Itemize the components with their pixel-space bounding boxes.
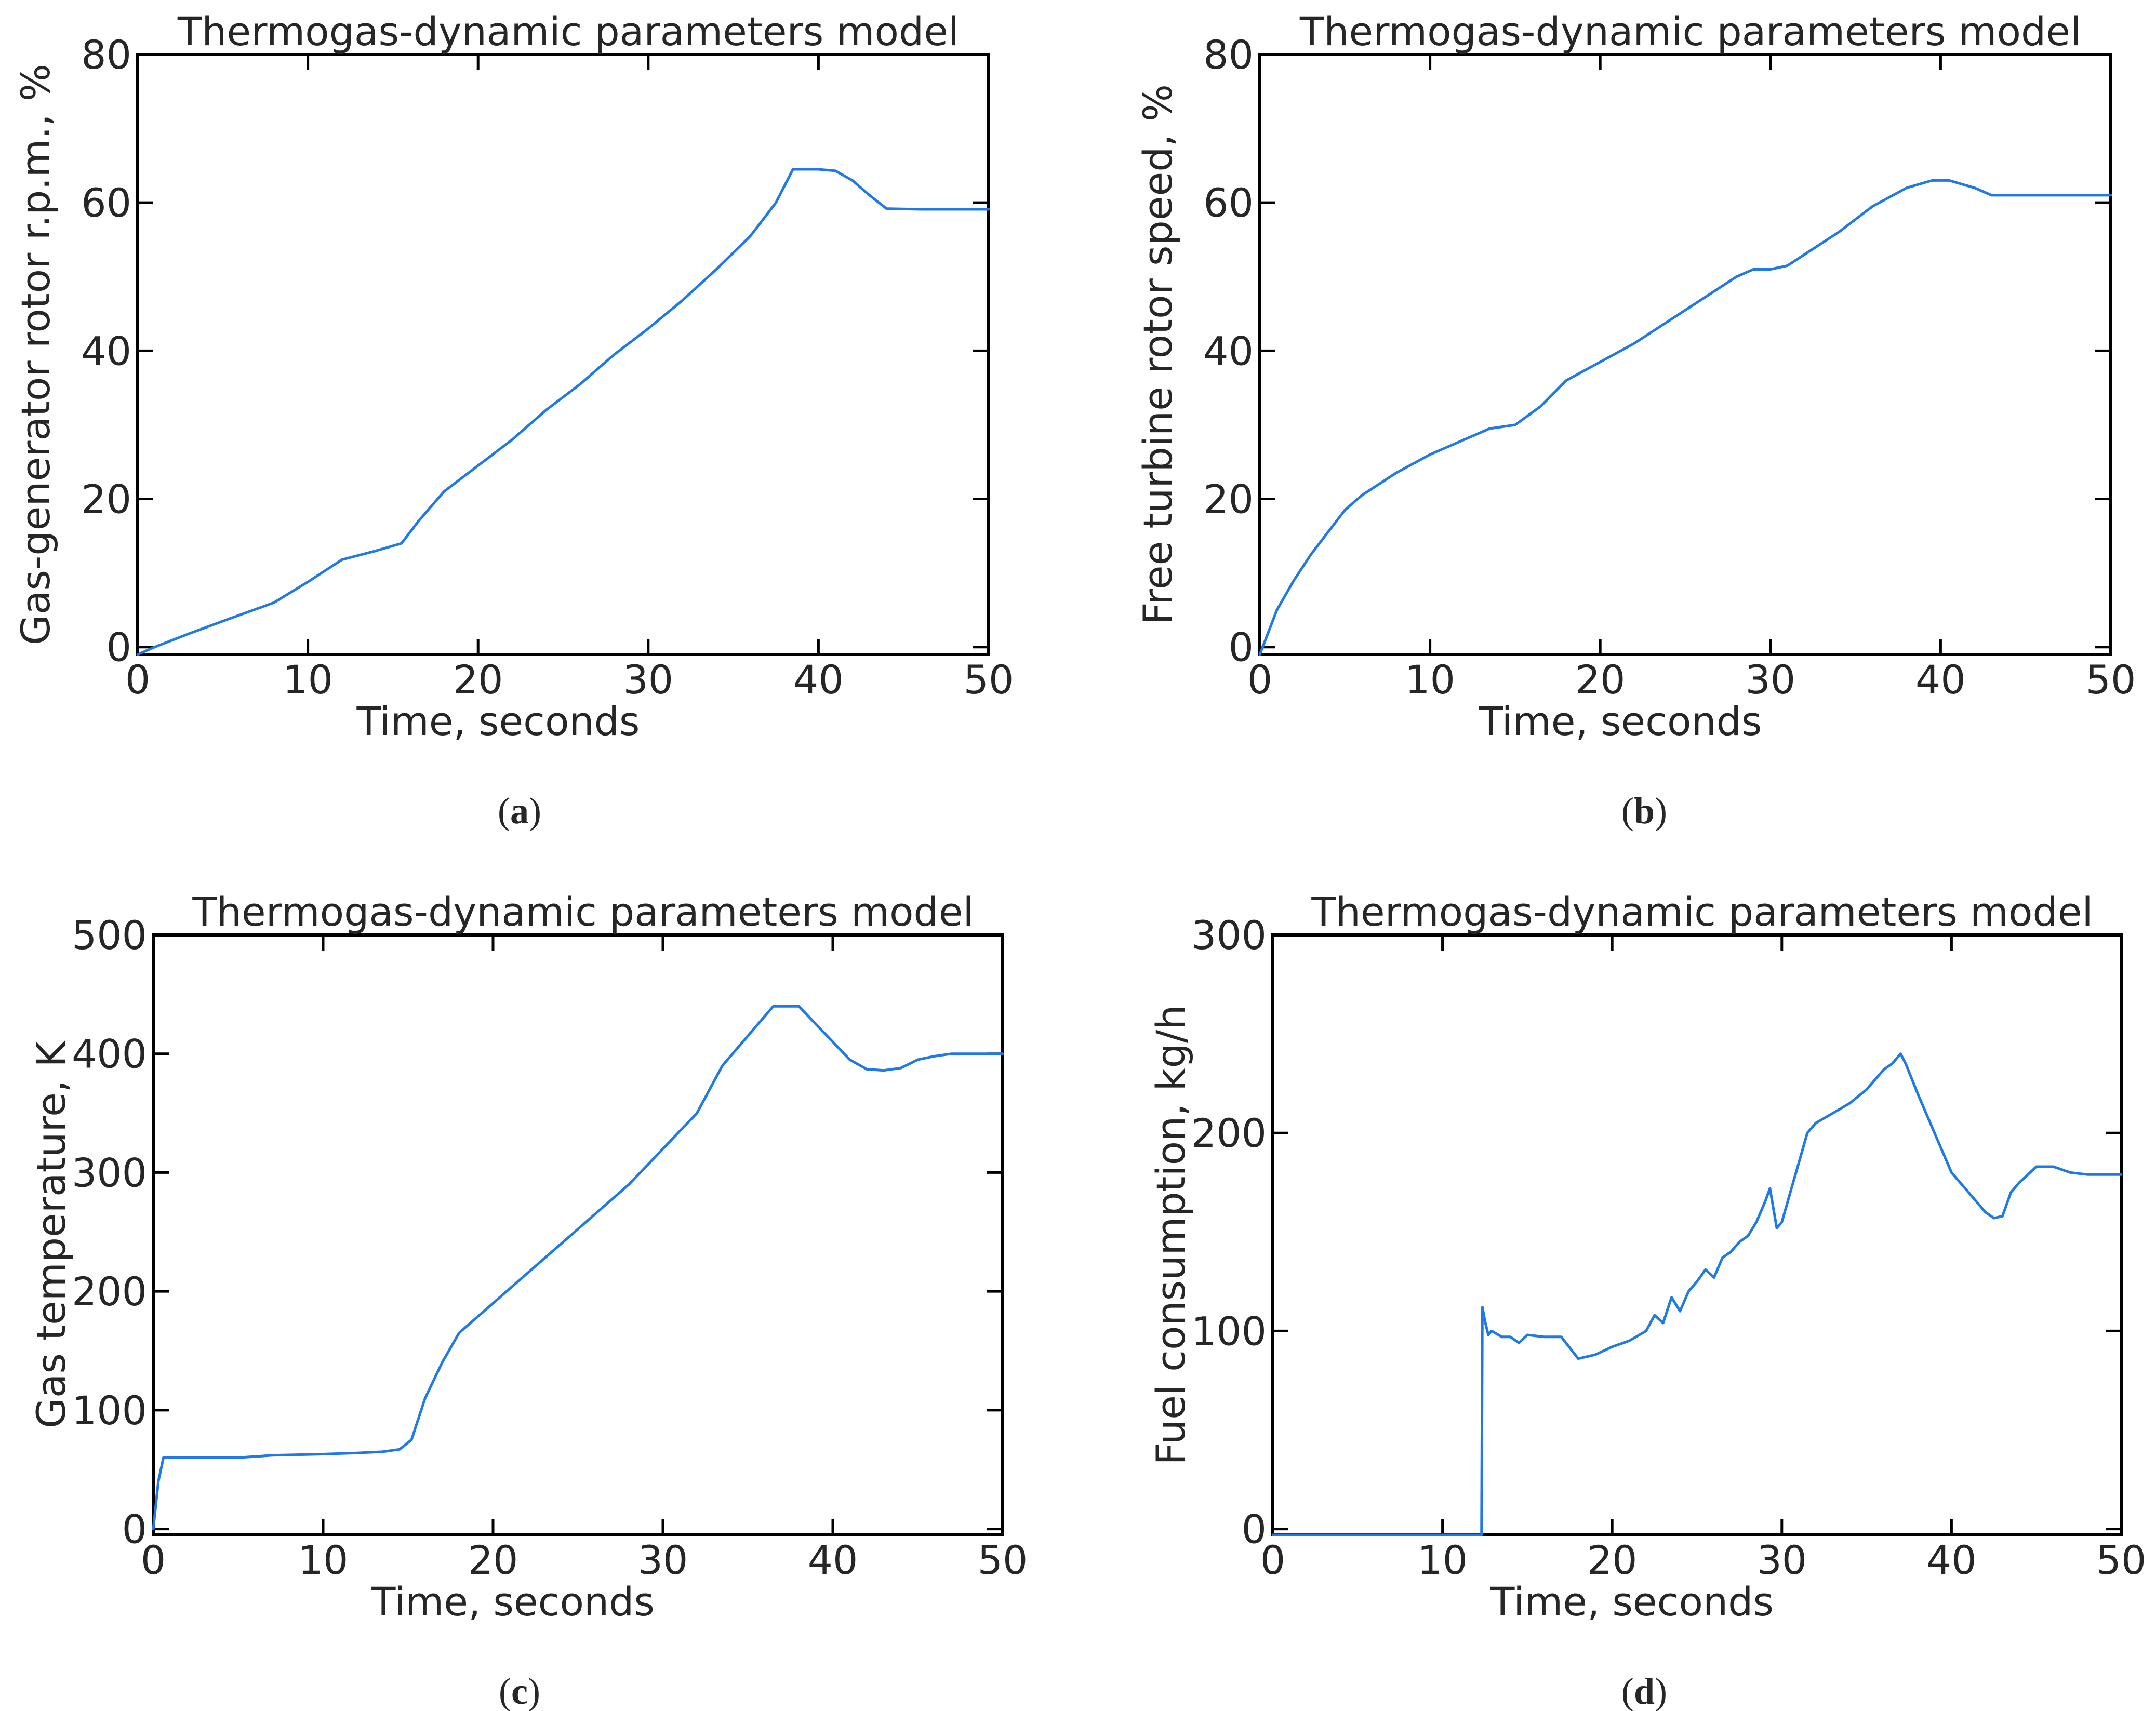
x-tick-label: 0: [141, 1537, 166, 1583]
y-tick-label: 0: [1229, 624, 1254, 671]
y-tick-label: 20: [81, 476, 131, 523]
x-tick-label: 0: [125, 657, 150, 703]
y-axis-label: Free turbine rotor speed, %: [1135, 84, 1181, 625]
x-tick-label: 10: [283, 657, 333, 703]
x-tick-label: 10: [298, 1537, 349, 1583]
series-line: [136, 168, 990, 656]
y-tick-label: 0: [107, 624, 131, 671]
y-tick-label: 200: [72, 1268, 147, 1315]
x-tick-label: 10: [1405, 657, 1455, 703]
chart-title: Thermogas-dynamic parameters model: [1299, 8, 2081, 55]
plot-frame: [152, 933, 1004, 1536]
y-tick-label: 60: [81, 180, 131, 226]
series-line: [1258, 179, 2112, 656]
chart-title: Thermogas-dynamic parameters model: [192, 889, 974, 935]
series-line: [1271, 1052, 2123, 1536]
x-axis-label: Time, seconds: [1490, 1579, 1774, 1625]
x-axis-label: Time, seconds: [356, 698, 640, 744]
y-tick-label: 60: [1203, 180, 1254, 226]
chart-title: Thermogas-dynamic parameters model: [177, 8, 959, 55]
panel-caption: (d): [1621, 1670, 1667, 1711]
x-tick-label: 0: [1247, 657, 1272, 703]
x-tick-label: 50: [2096, 1537, 2147, 1583]
y-tick-label: 500: [72, 912, 147, 958]
y-tick-label: 0: [122, 1506, 147, 1553]
panel-caption-letter: c: [511, 1670, 528, 1711]
x-tick-label: 20: [1575, 657, 1626, 703]
x-tick-label: 40: [1926, 1537, 1977, 1583]
y-tick-label: 0: [1242, 1506, 1267, 1553]
x-axis-label: Time, seconds: [1479, 698, 1762, 744]
x-tick-label: 10: [1417, 1537, 1468, 1583]
x-tick-label: 40: [1915, 657, 1966, 703]
y-axis-label: Fuel consumption, kg/h: [1148, 1005, 1194, 1465]
y-axis-label: Gas-generator rotor r.p.m., %: [12, 64, 59, 645]
y-tick-label: 200: [1191, 1110, 1267, 1156]
x-tick-label: 30: [1756, 1537, 1807, 1583]
y-tick-label: 40: [81, 328, 131, 374]
panel-caption: (a): [498, 790, 541, 832]
chart-b: 0 10 20 30 40 50 0 20 40 60 80 Thermogas-dynamic pa…: [1135, 8, 2136, 832]
x-axis-label: Time, seconds: [371, 1579, 655, 1625]
chart-c: 0 10 20 30 40 500100200300400500Thermogas-dyn…: [28, 889, 1028, 1711]
x-tick-label: 30: [1745, 657, 1795, 703]
panel-caption: (b): [1621, 790, 1667, 832]
panel-caption-letter: a: [510, 790, 529, 832]
plot-frame: [136, 53, 990, 656]
panel-caption-letter: d: [1634, 1670, 1655, 1711]
series-line: [152, 1005, 1004, 1531]
x-tick-label: 40: [793, 657, 844, 703]
y-tick-label: 100: [72, 1387, 147, 1434]
y-tick-label: 400: [72, 1031, 147, 1077]
x-tick-label: 50: [2086, 657, 2136, 703]
y-tick-label: 80: [1203, 32, 1254, 78]
y-axis-label: Gas temperature, K: [28, 1040, 74, 1428]
y-tick-label: 300: [72, 1149, 147, 1196]
chart-a: 0 10 20 30 40 50 0 20 40 60 80 Thermogas-dynamic pa…: [12, 8, 1014, 832]
x-tick-label: 50: [964, 657, 1014, 703]
plot-frame: [1258, 53, 2112, 656]
x-tick-label: 30: [623, 657, 673, 703]
x-tick-label: 20: [1587, 1537, 1638, 1583]
x-tick-label: 30: [638, 1537, 688, 1583]
y-tick-label: 300: [1191, 912, 1267, 958]
x-tick-label: 40: [808, 1537, 858, 1583]
chart-title: Thermogas-dynamic parameters model: [1311, 889, 2093, 935]
x-tick-label: 20: [468, 1537, 518, 1583]
y-tick-label: 20: [1203, 476, 1254, 523]
panel-caption: (c): [499, 1670, 540, 1711]
chart-d: 0 10 20 30 40 50 0 100 200 300 Thermogas-dynamic p…: [1148, 889, 2146, 1711]
y-tick-label: 100: [1191, 1308, 1267, 1354]
x-tick-label: 50: [978, 1537, 1028, 1583]
x-tick-label: 20: [453, 657, 503, 703]
panel-caption-letter: b: [1634, 790, 1655, 832]
y-tick-label: 40: [1203, 328, 1254, 374]
plot-frame: [1271, 933, 2123, 1536]
y-tick-label: 80: [81, 32, 131, 78]
x-tick-label: 0: [1260, 1537, 1285, 1583]
